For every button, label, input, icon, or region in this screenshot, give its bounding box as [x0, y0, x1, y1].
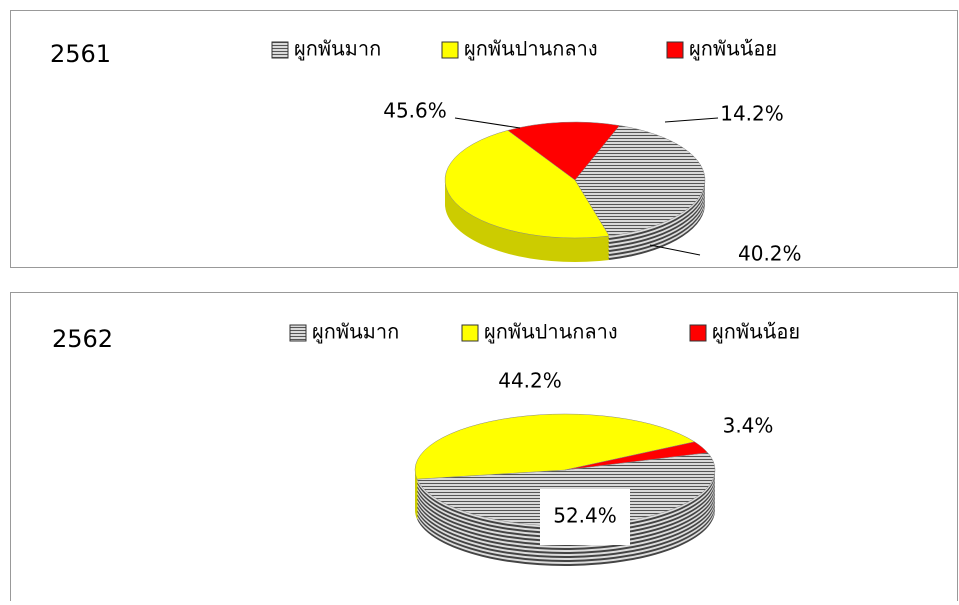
data-label: 45.6%	[383, 99, 447, 123]
pie-slice	[564, 441, 709, 471]
legend-swatch	[461, 324, 479, 342]
data-label: 3.4%	[723, 414, 774, 438]
pie-slice	[507, 121, 620, 181]
legend-label: ผูกพันมาก	[312, 320, 399, 345]
legend-swatch	[441, 41, 459, 59]
data-label: 44.2%	[498, 369, 562, 393]
leader-line	[649, 244, 701, 256]
data-label: 40.2%	[738, 242, 802, 266]
pie-slice	[574, 125, 706, 237]
legend-swatch	[289, 324, 307, 342]
leader-line	[454, 117, 521, 129]
chart-title: 2562	[52, 325, 113, 353]
data-label: 14.2%	[720, 102, 784, 126]
legend-label: ผูกพันน้อย	[712, 320, 800, 345]
legend-label: ผูกพันมาก	[294, 37, 381, 62]
legend-swatch	[666, 41, 684, 59]
leader-line	[664, 117, 719, 123]
label-box	[540, 489, 630, 545]
legend-label: ผูกพันน้อย	[689, 37, 777, 62]
pie-slice	[414, 413, 696, 480]
pie-slice	[444, 130, 610, 239]
panel	[10, 292, 958, 605]
panel	[10, 10, 958, 268]
chart-title: 2561	[50, 40, 111, 68]
legend-label: ผูกพันปานกลาง	[484, 320, 618, 345]
legend-swatch	[271, 41, 289, 59]
legend-label: ผูกพันปานกลาง	[464, 37, 598, 62]
data-label: 52.4%	[553, 504, 617, 528]
legend-swatch	[689, 324, 707, 342]
